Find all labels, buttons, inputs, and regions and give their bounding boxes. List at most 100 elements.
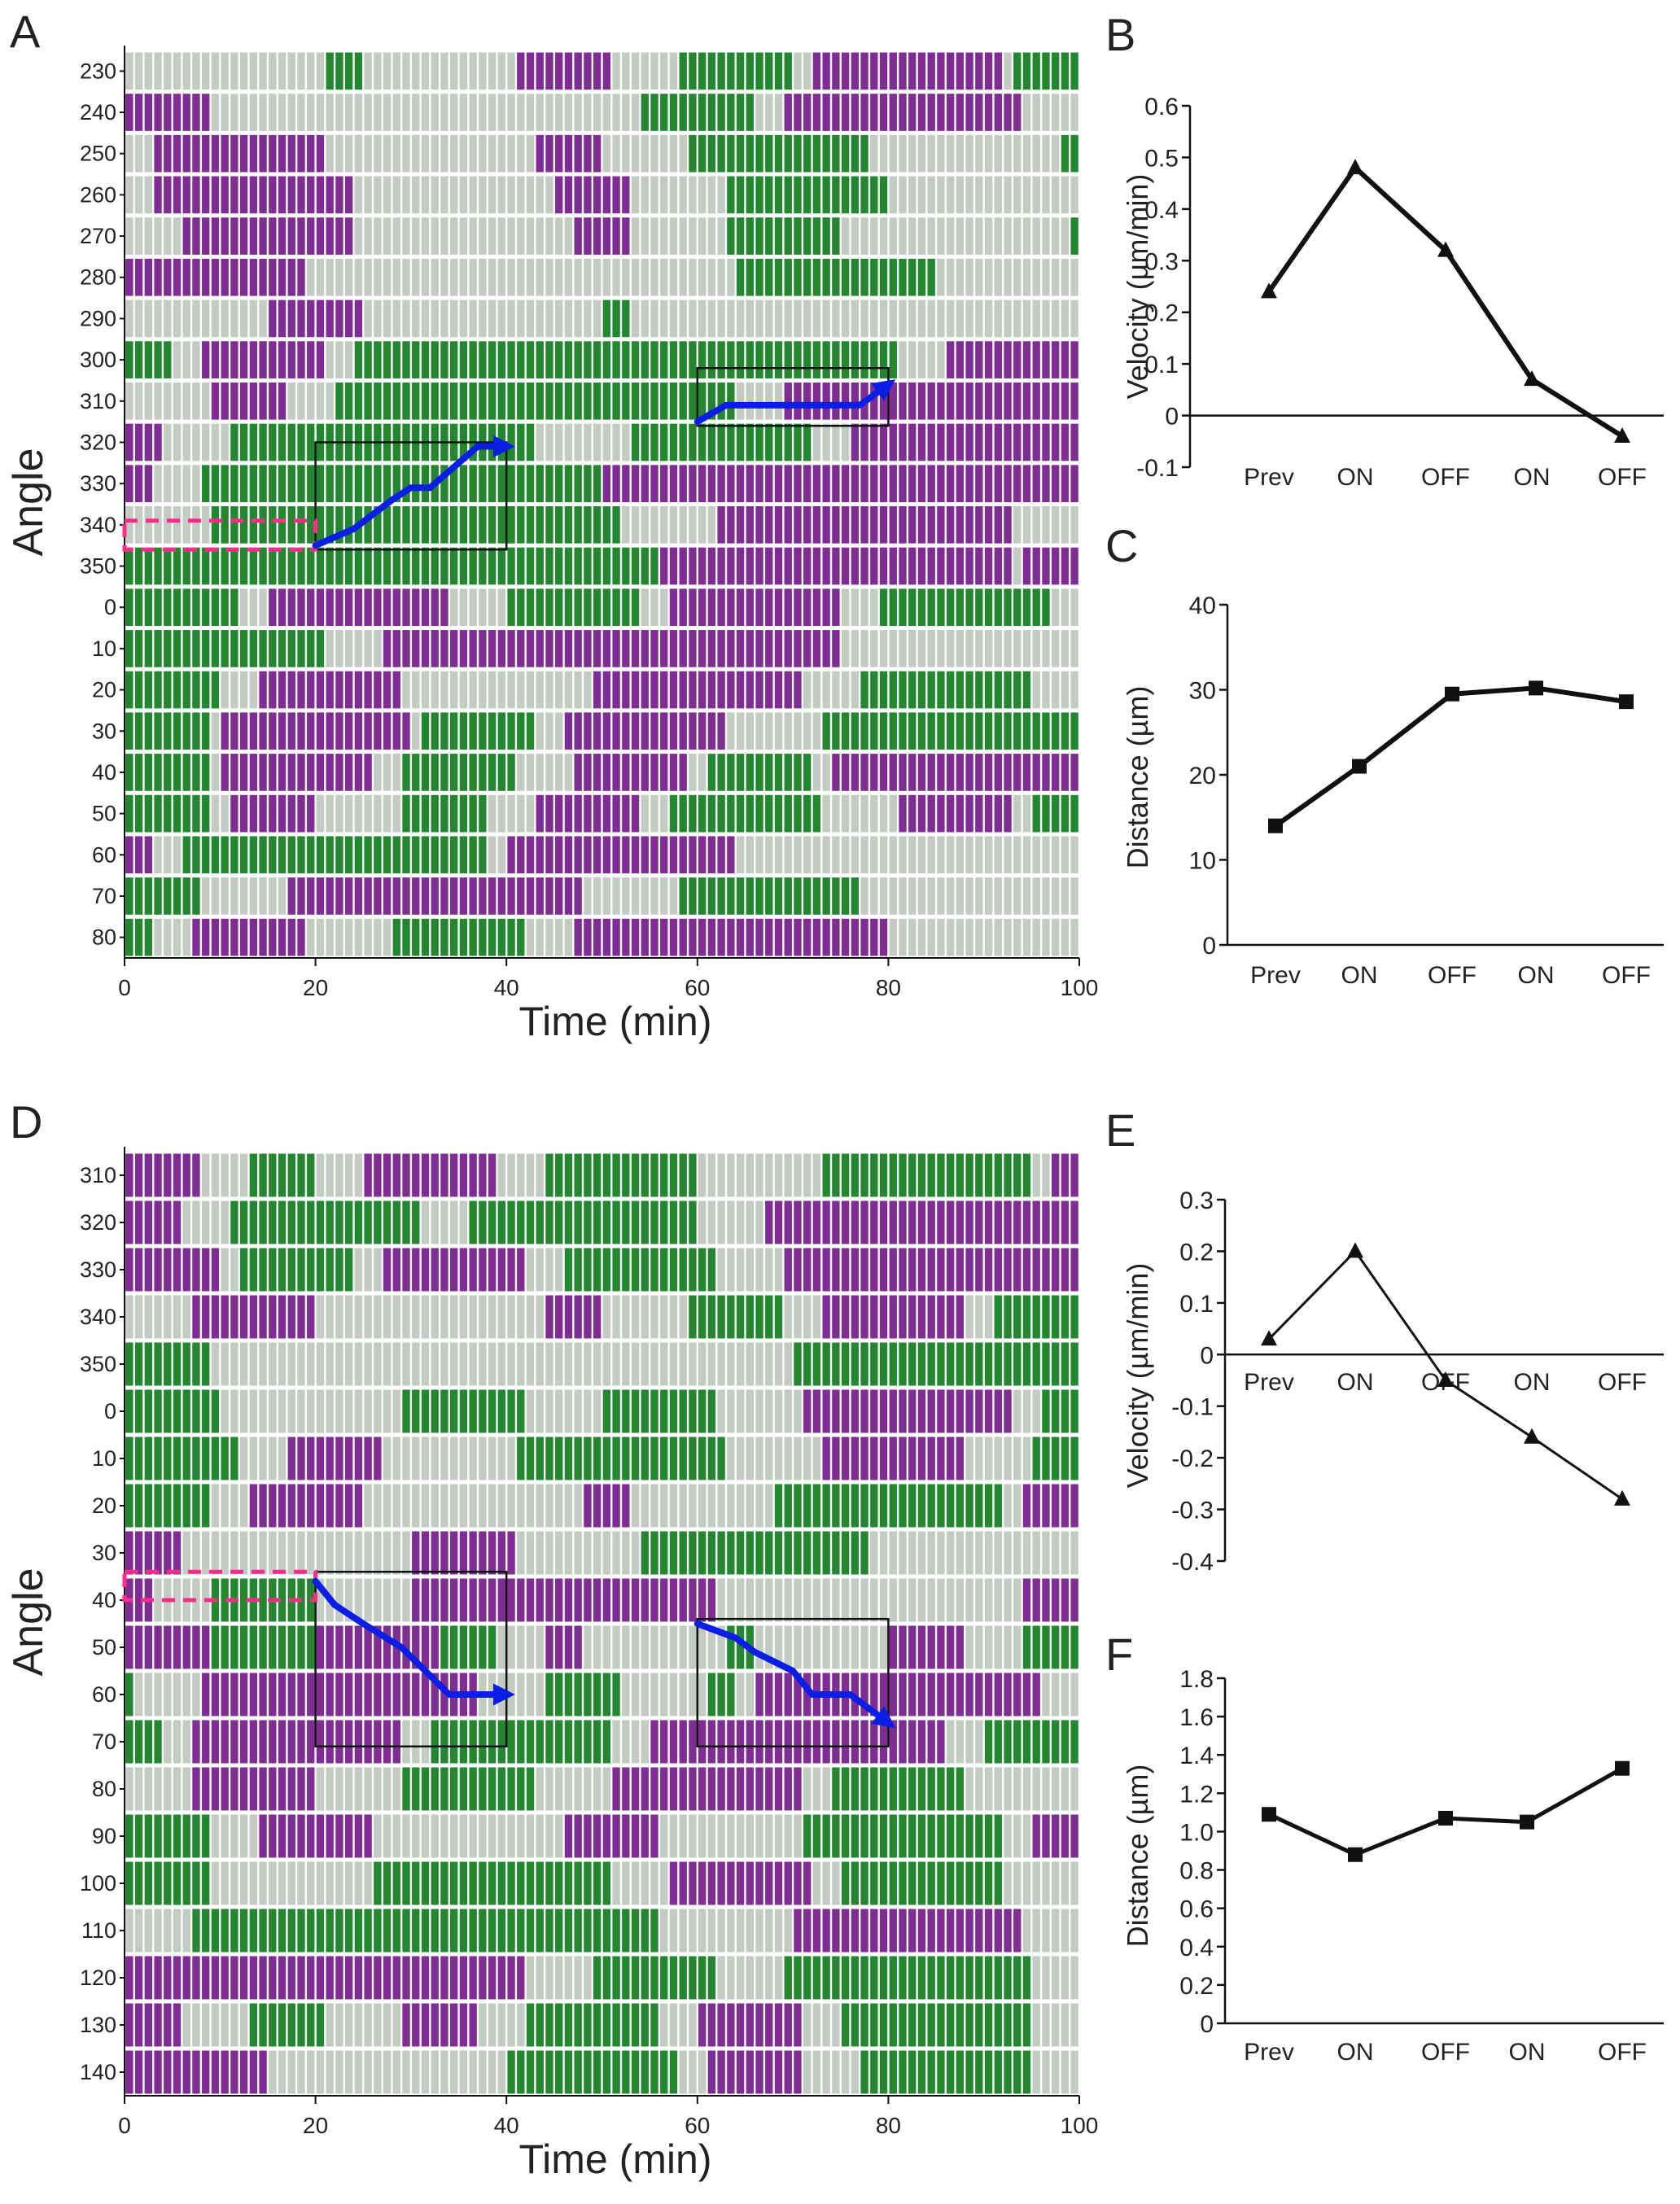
kymograph-cell (564, 1295, 573, 1339)
kymograph-cell (497, 712, 505, 750)
kymograph-cell (707, 2050, 716, 2094)
kymograph-cell (269, 176, 277, 214)
kymograph-cell (717, 1295, 725, 1339)
kymograph-cell (812, 1861, 821, 1905)
kymograph-cell (354, 836, 363, 874)
panel-label-f: F (1105, 1629, 1133, 1680)
kymograph-cell (946, 1342, 955, 1386)
kymograph-cell (717, 1814, 725, 1858)
kymograph-cell (803, 2050, 812, 2094)
kymograph-cell (784, 382, 792, 420)
kymograph-cell (239, 423, 248, 461)
kymograph-cell (297, 382, 305, 420)
kymograph-cell (545, 588, 553, 627)
kymograph-cell (316, 547, 325, 585)
kymograph-cell (602, 300, 611, 338)
kymograph-cell (517, 1767, 525, 1811)
kymograph-cell (555, 877, 563, 915)
kymograph-cell (297, 547, 305, 585)
kymograph-cell (134, 1814, 143, 1858)
kymograph-cell (364, 2003, 372, 2047)
kymograph-cell (450, 630, 458, 667)
kymograph-cell (154, 1389, 162, 1433)
kymograph-cell (249, 52, 258, 90)
kymograph-cell (975, 506, 983, 544)
kymograph-cell (584, 1673, 592, 1716)
kymograph-cell (593, 1437, 602, 1480)
kymograph-cell (746, 1909, 754, 1953)
kymograph-cell (517, 506, 525, 544)
kymograph-cell (650, 341, 658, 378)
kymograph-cell (879, 2003, 888, 2047)
kymograph-cell (574, 423, 582, 461)
kymograph-cell (975, 1720, 983, 1764)
kymograph-cell (574, 794, 582, 833)
kymograph-cell (622, 382, 630, 420)
kymograph-cell (402, 258, 410, 296)
kymograph-cell (803, 1531, 812, 1575)
kymograph-cell (488, 712, 497, 750)
kymograph-cell (402, 754, 410, 791)
kymograph-cell (746, 1578, 754, 1622)
kymograph-cell (660, 217, 668, 255)
kymograph-cell (164, 134, 172, 173)
kymograph-cell (641, 877, 649, 915)
kymograph-cell (316, 300, 325, 338)
kymograph-cell (736, 258, 745, 296)
kymograph-cell (841, 712, 850, 750)
kymograph-cell (937, 588, 945, 627)
kymograph-cell (287, 1673, 295, 1716)
kymograph-cell (278, 1295, 287, 1339)
kymograph-cell (841, 1909, 850, 1953)
kymograph-cell (870, 134, 878, 173)
kymograph-cell (917, 423, 926, 461)
kymograph-cell (421, 217, 430, 255)
kymograph-cell (239, 1248, 248, 1292)
kymograph-cell (994, 1437, 1002, 1480)
kymograph-cell (479, 465, 487, 502)
kymograph-cell (564, 217, 573, 255)
kymograph-cell (459, 794, 468, 833)
kymograph-cell (774, 1814, 783, 1858)
kymograph-cell (164, 52, 172, 90)
kymograph-cell (679, 52, 687, 90)
kymograph-cell (994, 712, 1002, 750)
kymograph-cell (593, 1389, 602, 1433)
kymograph-cell (239, 1814, 248, 1858)
kymograph-cell (774, 671, 783, 709)
kymograph-cell (727, 465, 735, 502)
kymograph-cell (450, 258, 458, 296)
kymograph-cell (459, 836, 468, 874)
kymograph-cell (927, 1248, 935, 1292)
kymograph-cell (908, 1531, 917, 1575)
kymograph-cell (316, 1531, 325, 1575)
y-tick-label: 0.2 (1179, 1239, 1214, 1266)
kymograph-cell (917, 134, 926, 173)
kymograph-cell (383, 1720, 392, 1764)
kymograph-cell (555, 341, 563, 378)
kymograph-cell (297, 1484, 305, 1528)
kymograph-cell (841, 1200, 850, 1244)
kymograph-cell (965, 506, 973, 544)
kymograph-cell (488, 1625, 497, 1669)
kymograph-cell (507, 1153, 515, 1197)
kymograph-cell (517, 1342, 525, 1386)
kymograph-cell (517, 382, 525, 420)
kymograph-cell (946, 1295, 955, 1339)
kymograph-cell (383, 2050, 392, 2094)
kymograph-cell (689, 1578, 697, 1622)
kymograph-cell (679, 1720, 687, 1764)
kymograph-cell (1052, 465, 1060, 502)
kymograph-cell (908, 1814, 917, 1858)
kymograph-cell (946, 547, 955, 585)
kymograph-cell (889, 918, 897, 956)
kymograph-cell (899, 1437, 907, 1480)
kymograph-cell (1061, 176, 1070, 214)
kymograph-cell (239, 630, 248, 667)
kymograph-cell (612, 1673, 620, 1716)
kymograph-cell (927, 547, 935, 585)
kymograph-cell (269, 877, 277, 915)
kymograph-cell (221, 547, 229, 585)
kymograph-cell (1013, 2003, 1022, 2047)
kymograph-cell (794, 1200, 802, 1244)
